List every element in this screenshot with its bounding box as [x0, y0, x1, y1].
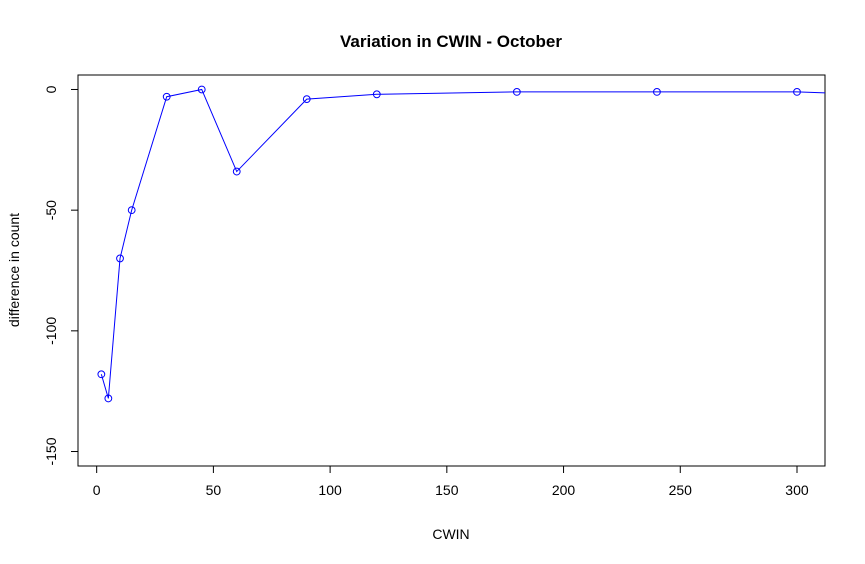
y-tick-label: -50: [43, 200, 59, 220]
plot-frame: [77, 74, 826, 467]
series-layer: [97, 85, 825, 403]
data-point: [232, 167, 241, 176]
data-point: [197, 85, 206, 94]
data-point: [127, 206, 136, 215]
y-axis: 0 -50 -100 -150: [43, 85, 79, 466]
x-tick-label: 50: [206, 482, 222, 498]
data-point: [653, 87, 661, 96]
y-tick-label: 0: [43, 85, 59, 93]
data-point: [302, 95, 311, 104]
data-point: [512, 87, 521, 96]
data-point: [104, 394, 113, 403]
y-tick-label: -150: [43, 437, 59, 465]
x-axis-label: CWIN: [432, 526, 469, 542]
data-point: [793, 87, 801, 96]
data-point: [162, 92, 171, 101]
x-tick-label: 0: [93, 482, 101, 498]
data-point: [116, 254, 124, 263]
data-point: [372, 90, 381, 99]
x-tick-label: 300: [785, 482, 809, 498]
x-tick-label: 150: [435, 482, 459, 498]
y-axis-label: difference in count: [6, 213, 22, 327]
x-axis: 0 50 100 150 200 250 300: [93, 465, 809, 498]
data-point: [97, 370, 106, 379]
chart-title: Variation in CWIN - October: [340, 32, 562, 51]
series-line: [100, 88, 825, 399]
x-tick-label: 200: [552, 482, 576, 498]
x-tick-label: 100: [318, 482, 342, 498]
x-tick-label: 250: [669, 482, 693, 498]
y-tick-label: -100: [43, 317, 59, 345]
